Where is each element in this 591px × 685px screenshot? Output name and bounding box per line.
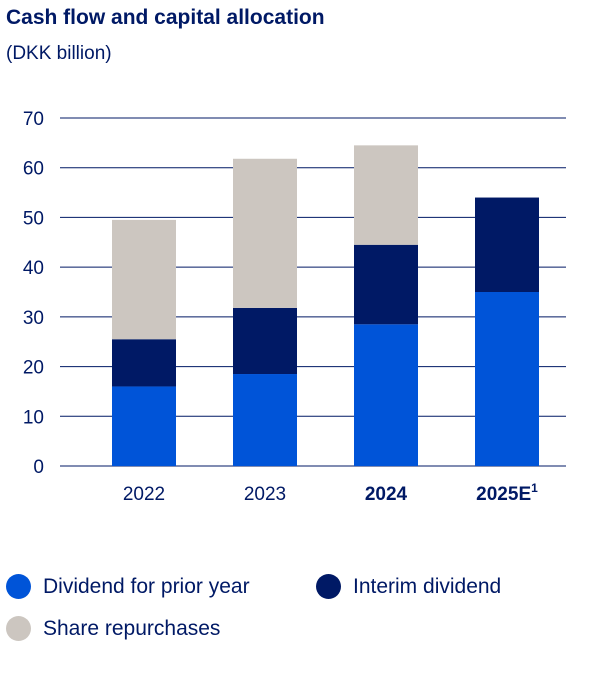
legend-swatch-dividend [6,574,31,599]
legend-swatch-interim [316,574,341,599]
bar-2022-interim-dividend [112,339,176,387]
chart-subtitle: (DKK billion) [6,43,112,64]
x-tick-label-2023: 2023 [244,484,286,505]
legend-item-repurchase: Share repurchases [6,616,220,641]
bar-2022-share-repurchases [112,219,176,340]
bar-2024-share-repurchases [354,145,418,245]
y-tick-label-10: 10 [23,407,44,428]
bar-2024-interim-dividend [354,244,418,325]
stacked-bar-chart: 0 10 20 30 40 50 60 70 2022 2023 2024 2025E1 [23,109,566,505]
bar-2024-dividend-for-prior-year [354,324,418,466]
bar-2023-share-repurchases [233,158,297,308]
y-tick-label-0: 0 [33,457,44,478]
legend-swatch-repurchase [6,616,31,641]
bar-2022-dividend-for-prior-year [112,386,176,466]
x-tick-label-2022: 2022 [123,484,165,505]
bar-2023-interim-dividend [233,307,297,375]
bar-2025E-interim-dividend [475,197,539,292]
y-tick-label-30: 30 [23,308,44,329]
legend-label-dividend: Dividend for prior year [43,574,250,598]
y-tick-label-70: 70 [23,109,44,130]
bar-2023-dividend-for-prior-year [233,374,297,466]
y-tick-label-50: 50 [23,208,44,229]
chart-title: Cash flow and capital allocation [6,6,325,29]
x-tick-label-2025E: 2025E1 [476,481,538,505]
bar-2025E-dividend-for-prior-year [475,292,539,466]
x-tick-footnote-2025E: 1 [531,481,538,495]
y-tick-label-60: 60 [23,159,44,180]
x-tick-label-2024: 2024 [365,484,408,505]
legend-label-interim: Interim dividend [353,574,502,598]
y-tick-label-20: 20 [23,358,44,379]
legend-item-interim: Interim dividend [316,574,501,599]
legend-label-repurchase: Share repurchases [43,616,221,640]
legend-item-dividend: Dividend for prior year [6,574,250,599]
y-tick-label-40: 40 [23,258,44,279]
